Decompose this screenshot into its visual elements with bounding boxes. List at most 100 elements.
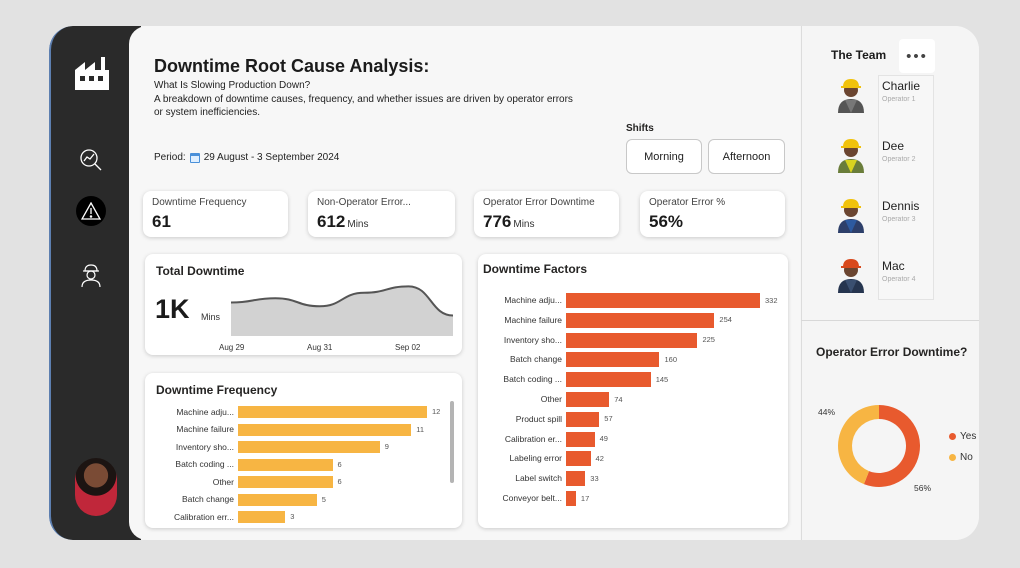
bar-category-label: Batch change [182, 494, 234, 504]
donut-slice[interactable] [863, 405, 920, 487]
page-description: A breakdown of downtime causes, frequenc… [154, 94, 573, 118]
kpi-non-operator-error: Non-Operator Error... 612 Mins [308, 191, 455, 237]
team-title: The Team [831, 48, 887, 62]
period-label: Period: [154, 152, 186, 163]
shifts-label: Shifts [626, 123, 654, 134]
card-title: Downtime Factors [483, 262, 588, 276]
bar-value-label: 57 [604, 414, 613, 424]
scrollbar[interactable] [450, 401, 454, 483]
bar-category-label: Other [540, 394, 562, 404]
bar[interactable] [566, 451, 591, 467]
bar-value-label: 9 [384, 442, 389, 451]
page-title: Downtime Root Cause Analysis: [154, 56, 430, 76]
member-role: Operator 4 [882, 276, 916, 283]
worker-avatar-icon [838, 79, 864, 113]
bar[interactable] [566, 392, 610, 407]
kpi-value: 56% [649, 212, 684, 231]
bar[interactable] [238, 423, 412, 436]
bar[interactable] [566, 352, 660, 368]
member-name: Dennis [882, 199, 920, 213]
worker-avatar-icon [838, 199, 864, 233]
bar-value-label: 225 [702, 335, 715, 345]
bar[interactable] [238, 406, 427, 418]
team-member[interactable]: Dee Operator 2 [834, 135, 954, 175]
kpi-label: Non-Operator Error... [317, 197, 411, 208]
legend-label: No [960, 452, 973, 463]
operator-error-donut-chart [838, 405, 920, 487]
team-member[interactable]: Mac Operator 4 [834, 255, 954, 295]
donut-slice[interactable] [838, 405, 879, 485]
calendar-icon [189, 152, 200, 163]
bar[interactable] [238, 511, 286, 523]
total-downtime-card: Total Downtime 1K Mins Aug 29 Aug 31 Sep… [145, 254, 462, 355]
bar-value-label: 42 [595, 453, 604, 463]
member-role: Operator 1 [882, 96, 916, 103]
bar-value-label: 332 [765, 295, 778, 305]
bar-category-label: Batch coding ... [503, 374, 562, 385]
user-avatar[interactable] [75, 458, 117, 516]
bar-category-label: Conveyor belt... [502, 493, 562, 503]
worker-avatar-icon [838, 139, 864, 173]
analytics-icon[interactable] [79, 148, 103, 172]
bar[interactable] [566, 332, 698, 348]
bar[interactable] [566, 293, 760, 308]
team-member[interactable]: Dennis Operator 3 [834, 195, 954, 235]
bar-value-label: 12 [432, 407, 441, 416]
bar[interactable] [238, 493, 317, 506]
period-display: Period: 29 August - 3 September 2024 [154, 152, 339, 163]
bar-category-label: Label switch [515, 473, 562, 484]
worker-icon[interactable] [79, 262, 103, 288]
right-panel-divider [801, 320, 979, 321]
card-title: Total Downtime [156, 264, 245, 278]
bar[interactable] [566, 372, 651, 388]
team-list [878, 75, 934, 300]
bar-category-label: Calibration er... [504, 433, 562, 444]
downtime-factors-chart: Machine adju... 332 Machine failure 254 Inve… [478, 254, 788, 528]
main-panel: Downtime Root Cause Analysis: What Is Sl… [129, 26, 800, 540]
bar-value-label: 3 [290, 512, 295, 521]
bar-value-label: 6 [337, 459, 342, 469]
bar[interactable] [238, 476, 333, 488]
more-options-button[interactable]: ••• [899, 39, 935, 73]
member-name: Mac [882, 259, 905, 273]
team-member[interactable]: Charlie Operator 1 [834, 75, 954, 115]
bar-category-label: Inventory sho... [503, 334, 562, 345]
total-downtime-value: 1K [155, 294, 190, 324]
downtime-frequency-card: Downtime Frequency Machine adju... 12 Mach… [145, 373, 462, 528]
bar[interactable] [566, 411, 600, 427]
shift-morning-button[interactable]: Morning [626, 139, 702, 174]
legend-item-yes[interactable]: Yes [949, 431, 976, 442]
card-title: Downtime Frequency [156, 383, 278, 397]
bar[interactable] [238, 441, 380, 453]
bar[interactable] [238, 458, 333, 471]
donut-label-yes: 56% [914, 483, 932, 493]
kpi-operator-error-percent: Operator Error % 56% [640, 191, 785, 237]
shift-afternoon-button[interactable]: Afternoon [708, 139, 785, 174]
bar-value-label: 160 [664, 354, 677, 364]
right-panel: The Team ••• Charlie Operator 1 Dee Operato… [801, 26, 979, 540]
donut-label-no: 44% [818, 407, 836, 417]
member-name: Dee [882, 139, 905, 153]
warning-icon[interactable] [76, 196, 106, 226]
bar-value-label: 17 [580, 493, 590, 503]
bar-category-label: Machine failure [504, 314, 562, 325]
member-name: Charlie [882, 79, 921, 93]
legend-label: Yes [960, 431, 977, 442]
bar[interactable] [566, 471, 586, 487]
factory-icon[interactable] [73, 56, 111, 92]
bar[interactable] [566, 431, 595, 447]
bar-category-label: Calibration err... [174, 511, 234, 522]
kpi-value: 612 Mins [317, 212, 369, 231]
legend-dot [949, 454, 956, 461]
kpi-operator-error-downtime: Operator Error Downtime 776 Mins [474, 191, 619, 237]
downtime-factors-card: Downtime Factors Machine adju... 332 Machi… [478, 254, 788, 528]
legend-item-no[interactable]: No [949, 452, 973, 463]
bar-value-label: 49 [599, 434, 608, 444]
total-downtime-unit: Mins [201, 312, 221, 322]
bar[interactable] [566, 491, 576, 506]
bar-value-label: 11 [416, 424, 425, 434]
member-role: Operator 2 [882, 156, 916, 163]
member-role: Operator 3 [882, 216, 916, 223]
bar[interactable] [566, 312, 715, 328]
area-line [231, 285, 454, 317]
